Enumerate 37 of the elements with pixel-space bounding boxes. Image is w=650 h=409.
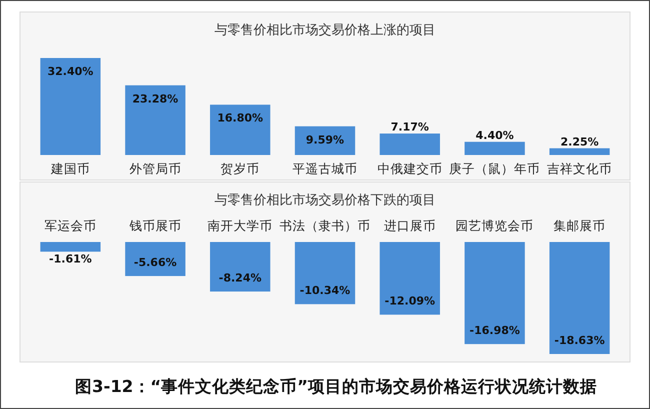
data-label: 7.17% (390, 120, 429, 134)
chart-title: 与零售价相比市场交易价格上涨的项目 (214, 22, 436, 38)
data-label: 9.59% (306, 133, 344, 146)
bar (210, 104, 270, 155)
chart-title: 与零售价相比市场交易价格下跌的项目 (214, 192, 436, 208)
x-tick-label: 平遥古城币 (292, 161, 358, 176)
bar (380, 134, 440, 155)
data-label: -8.24% (218, 272, 262, 285)
caption: 图3-12：“事件文化类纪念币”项目的市场交易价格运行状况统计数据 (75, 377, 597, 396)
data-label: 2.25% (560, 135, 599, 148)
bar (125, 85, 186, 155)
data-label: -1.61% (49, 252, 92, 266)
x-tick-label: 园艺博览会币 (456, 218, 534, 233)
x-tick-label: 庚子（鼠）年币 (449, 161, 540, 176)
data-label: 23.28% (132, 92, 178, 106)
data-label: -12.09% (384, 294, 436, 308)
data-label: -10.34% (300, 284, 350, 298)
data-label: 32.40% (48, 65, 94, 78)
data-label: 4.40% (476, 128, 514, 142)
data-label: -5.66% (134, 256, 177, 270)
x-tick-label: 中俄建交币 (377, 161, 442, 176)
x-tick-label: 南开大学币 (208, 218, 273, 233)
x-tick-label: 吉祥文化币 (547, 161, 612, 176)
x-tick-label: 建国币 (50, 161, 90, 176)
bar (40, 58, 101, 155)
bar (464, 142, 525, 155)
x-tick-label: 军运会币 (44, 218, 96, 233)
data-label: -18.63% (554, 334, 605, 347)
data-label: -16.98% (470, 324, 520, 338)
x-tick-label: 钱币展币 (128, 218, 182, 233)
x-tick-label: 集邮展币 (554, 218, 606, 233)
bar (549, 148, 610, 155)
data-label: 16.80% (217, 112, 264, 125)
x-tick-label: 外管局币 (129, 161, 182, 176)
x-tick-label: 书法（隶书）币 (280, 218, 370, 233)
x-tick-label: 贺岁币 (220, 161, 260, 176)
x-tick-label: 进口展币 (384, 218, 436, 233)
